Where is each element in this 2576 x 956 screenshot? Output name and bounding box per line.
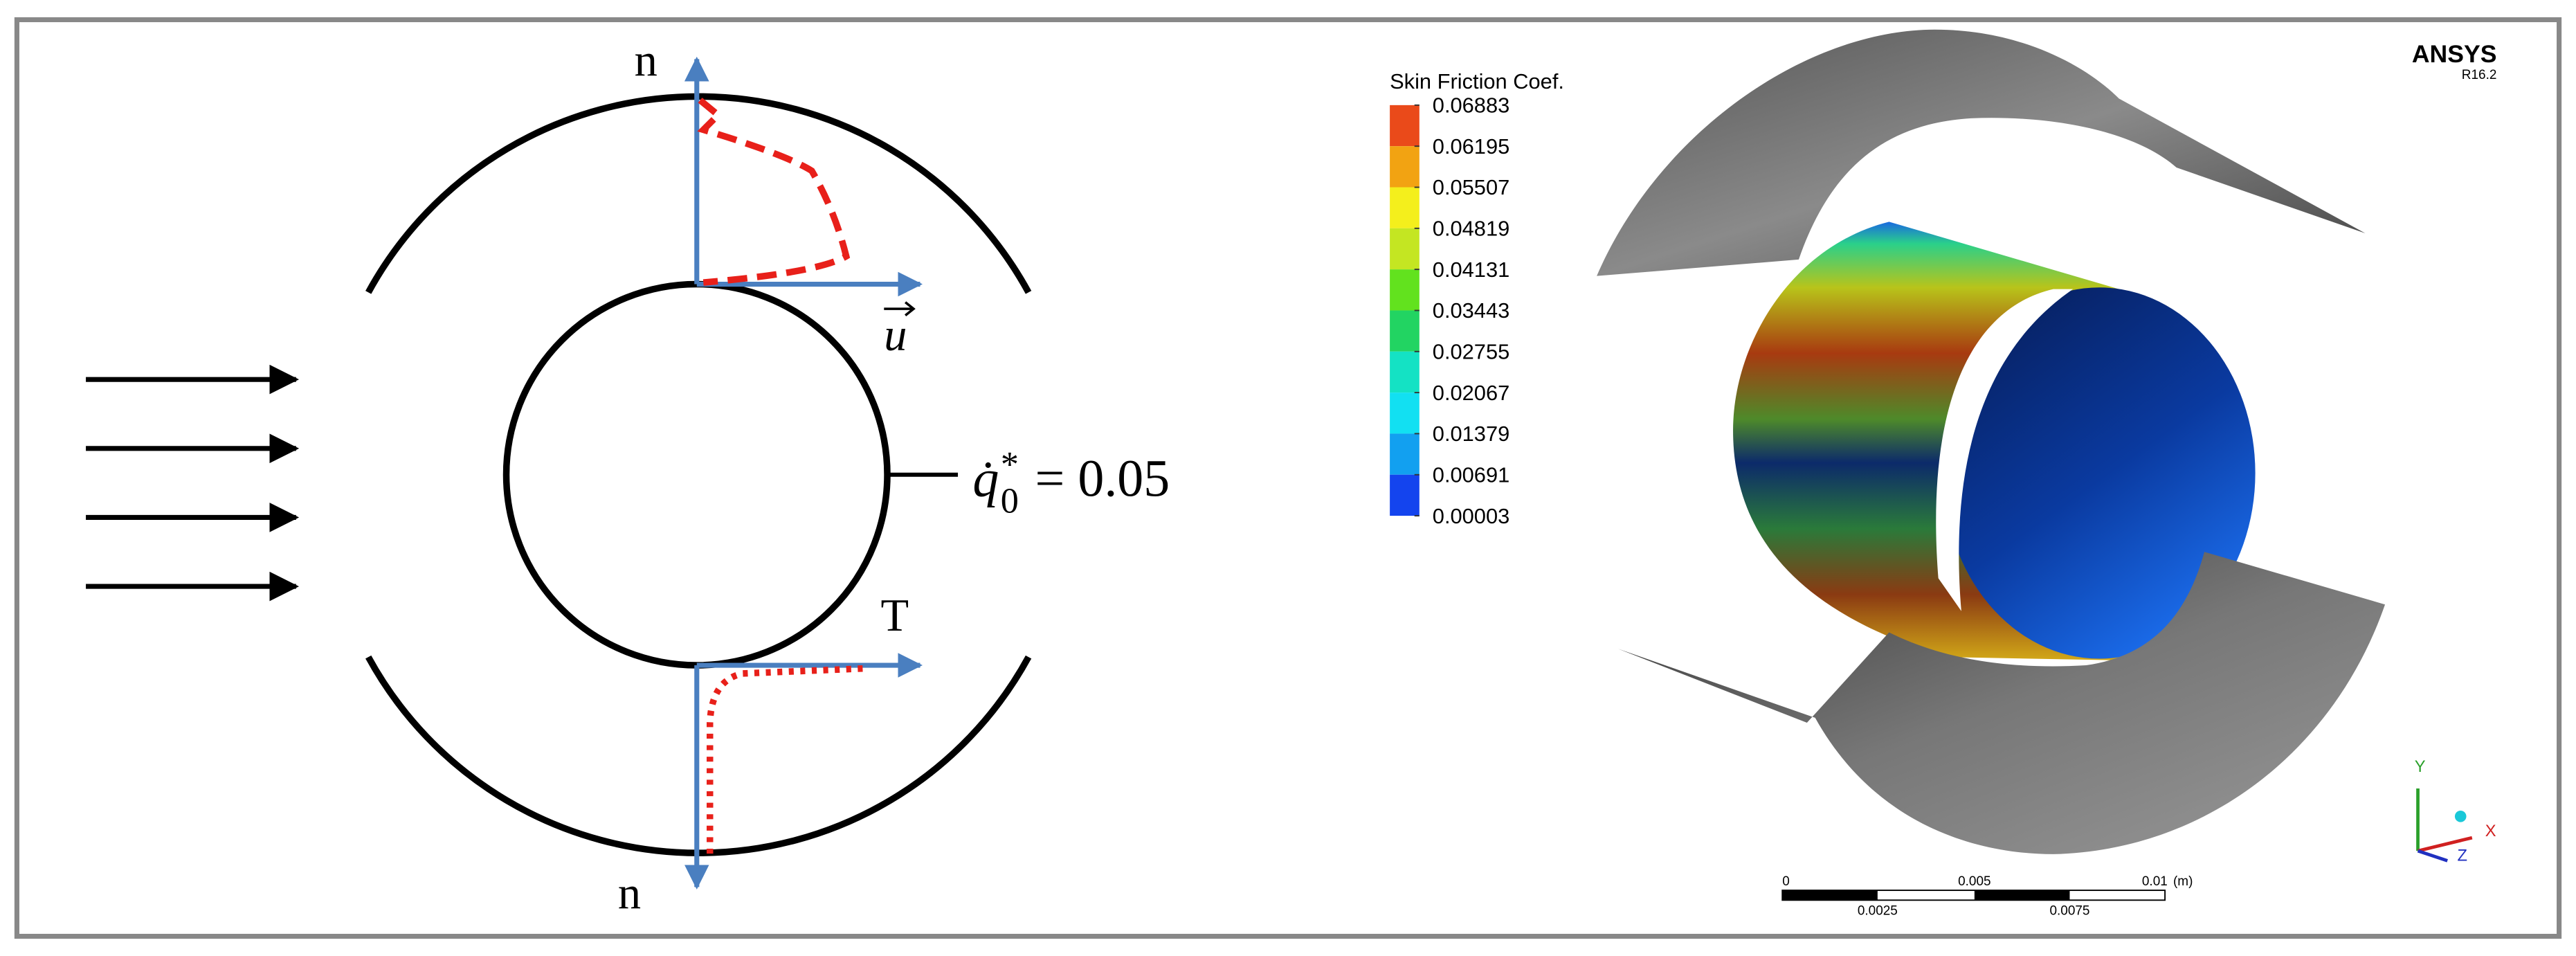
scale-label: 0.005	[1958, 874, 1990, 889]
flow-arrows	[86, 364, 300, 602]
legend-swatch	[1390, 433, 1419, 475]
label-n-bottom: n	[618, 868, 641, 919]
legend-swatch	[1390, 105, 1419, 147]
legend: 0.06883 0.06195 0.05507 0.04819 0.04131 0.034…	[1390, 93, 1509, 528]
heat-flux-label: q̇* 0 = 0.05	[972, 444, 1170, 521]
cylinder-inner	[1943, 287, 2256, 659]
vector-accent	[884, 301, 916, 316]
legend-label: 0.05507	[1433, 175, 1509, 199]
legend-swatch	[1390, 228, 1419, 270]
subscript: 0	[1001, 480, 1019, 521]
label-t: T	[881, 590, 909, 641]
axis-triad	[2416, 788, 2473, 863]
legend-label: 0.04819	[1433, 217, 1509, 241]
axis-z: Z	[2457, 847, 2467, 865]
axes	[684, 56, 923, 890]
legend-label: 0.00003	[1433, 504, 1509, 528]
legend-swatch	[1390, 187, 1419, 228]
cylinder-opening	[1936, 289, 2074, 611]
legend-title: Skin Friction Coef.	[1390, 69, 1564, 93]
legend-label: 0.00691	[1433, 462, 1509, 487]
legend-label: 0.01379	[1433, 422, 1509, 446]
legend-swatch	[1390, 474, 1419, 516]
legend-swatch	[1390, 310, 1419, 352]
scale-label: 0.01	[2142, 874, 2168, 889]
legend-swatch	[1390, 269, 1419, 311]
legend-label: 0.02067	[1433, 381, 1509, 405]
legend-swatch	[1390, 351, 1419, 393]
scale-label: 0.0075	[2049, 904, 2089, 919]
scale-label: 0.0025	[1858, 904, 1898, 919]
velocity-profile	[697, 98, 851, 286]
symbol: q̇	[972, 450, 999, 508]
legend-label: 0.03443	[1433, 298, 1509, 323]
rhs: = 0.05	[1035, 450, 1170, 508]
legend-label: 0.02755	[1433, 339, 1509, 363]
legend-label: 0.06195	[1433, 134, 1509, 159]
scale-label: 0	[1782, 874, 1790, 889]
axis-x: X	[2485, 822, 2496, 840]
label-u: u	[884, 309, 907, 360]
label-n-top: n	[635, 35, 657, 86]
legend-label: 0.04131	[1433, 258, 1509, 282]
brand: ANSYS	[2412, 40, 2497, 68]
scale-bar	[1781, 890, 2166, 901]
axis-y: Y	[2415, 758, 2426, 776]
legend-swatch	[1390, 393, 1419, 434]
legend-label: 0.06883	[1433, 93, 1509, 118]
version: R16.2	[2462, 68, 2497, 82]
shell-top	[1597, 29, 2366, 276]
superscript: *	[999, 444, 1017, 485]
scale-unit: (m)	[2173, 874, 2193, 889]
legend-swatch	[1390, 146, 1419, 188]
shell-bottom	[1617, 552, 2386, 854]
